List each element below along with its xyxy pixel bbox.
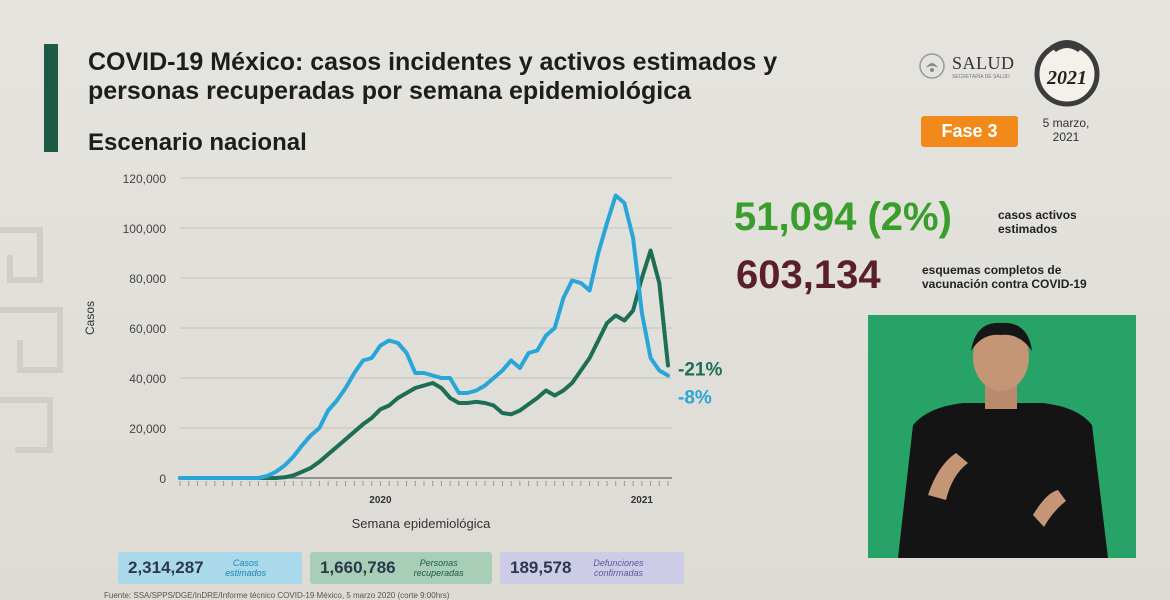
y-tick-label: 100,000 [123,222,167,236]
source-note: Fuente: SSA/SPPS/DGE/InDRE/Informe técni… [104,591,450,600]
y-tick-label: 80,000 [129,272,166,286]
phase-badge: Fase 3 [921,116,1018,147]
summary-label: Casos estimados [225,558,267,578]
summary-deaths: 189,578 Defunciones confirmadas [500,552,684,584]
series-line-estimated [178,193,670,480]
summary-label: Defunciones confirmadas [593,558,644,578]
title-accent-bar [44,44,58,152]
sign-language-interpreter-video [868,315,1136,558]
y-tick-label: 120,000 [123,172,167,186]
page-title: COVID-19 México: casos incidentes y acti… [88,48,778,105]
decorative-pattern [0,227,63,453]
cases-line-chart: 0 20,000 40,000 60,000 80,000 100,000 120,000 2… [83,172,722,531]
x-year-label: 2021 [631,495,654,506]
summary-value: 1,660,786 [320,558,396,577]
active-cases-value: 51,094 (2%) [734,195,952,239]
x-axis-title: Semana epidemiológica [352,516,492,531]
y-tick-label: 20,000 [129,422,166,436]
y-tick-label: 0 [159,472,166,486]
series-line-recovered [178,248,670,480]
summary-value: 189,578 [510,558,572,577]
x-year-label: 2020 [369,495,392,506]
vaccination-label: esquemas completos de vacunación contra … [922,263,1087,291]
eagle-emblem-icon [919,53,945,79]
mexico-2021-text: 2021 [1046,67,1087,89]
summary-estimated-cases: 2,314,287 Casos estimados [118,552,302,584]
salud-wordmark: SALUD [952,52,1015,73]
summary-value: 2,314,287 [128,558,204,577]
mexico-2021-logo: 2021 [1034,40,1100,107]
series-end-label-estimated: -8% [678,388,712,409]
y-tick-label: 60,000 [129,322,166,336]
summary-recovered: 1,660,786 Personas recuperadas [310,552,492,584]
report-date: 5 marzo, 2021 [1042,116,1090,144]
page-subtitle: Escenario nacional [88,129,307,156]
vaccination-value: 603,134 [736,253,881,297]
summary-label: Personas recuperadas [413,558,464,578]
y-axis-title: Casos [83,301,97,335]
series-end-label-recovered: -21% [678,360,722,381]
y-tick-label: 40,000 [129,372,166,386]
interpreter-figure [898,322,1108,558]
active-cases-label: casos activos estimados [998,208,1077,236]
salud-tagline: SECRETARÍA DE SALUD [952,73,1010,80]
salud-logo: SALUD SECRETARÍA DE SALUD [918,52,1015,80]
